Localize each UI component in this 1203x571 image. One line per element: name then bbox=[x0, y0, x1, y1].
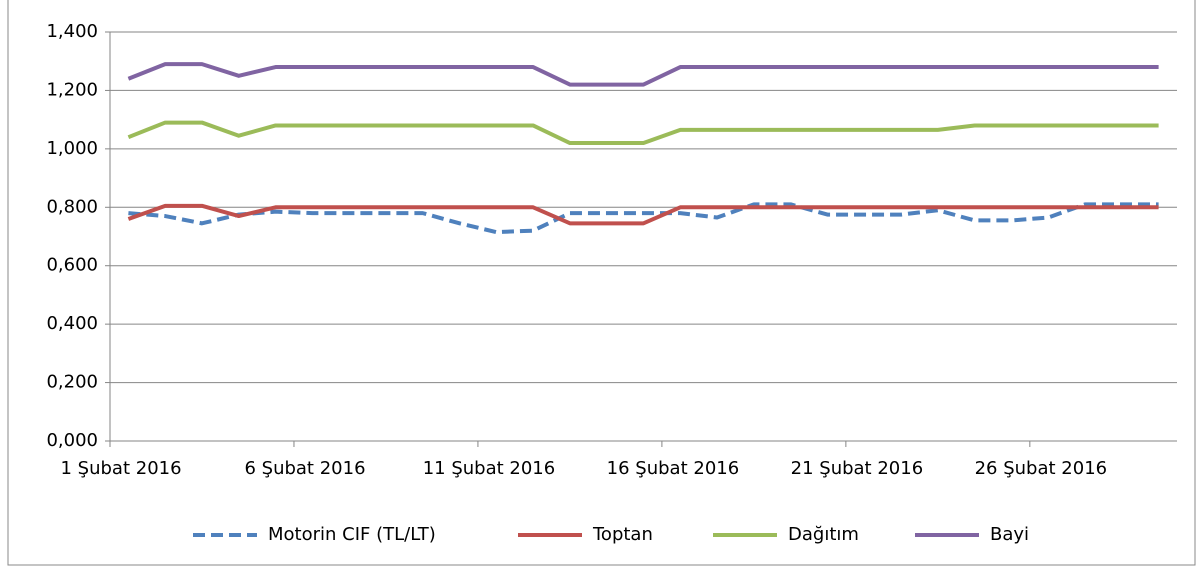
y-tick-label: 0,800 bbox=[46, 196, 98, 217]
x-tick-label: 26 Şubat 2016 bbox=[975, 458, 1108, 479]
series-line bbox=[127, 120, 1159, 146]
chart-border bbox=[7, 0, 1196, 566]
series-line bbox=[128, 202, 1159, 235]
x-tick-label: 16 Şubat 2016 bbox=[607, 458, 740, 479]
y-tick-label: 0,000 bbox=[46, 430, 98, 451]
series-line bbox=[127, 62, 1159, 87]
y-tick-label: 1,400 bbox=[46, 21, 98, 42]
x-tick-label: 21 Şubat 2016 bbox=[791, 458, 924, 479]
x-tick-label: 11 Şubat 2016 bbox=[423, 458, 556, 479]
y-tick-label: 0,200 bbox=[46, 372, 98, 393]
y-tick-label: 1,200 bbox=[46, 79, 98, 100]
legend-label: Bayi bbox=[990, 524, 1029, 545]
legend-label: Toptan bbox=[592, 524, 653, 545]
legend-label: Motorin CIF (TL/LT) bbox=[268, 524, 436, 545]
y-tick-label: 0,600 bbox=[46, 255, 98, 276]
x-tick-label: 6 Şubat 2016 bbox=[244, 458, 365, 479]
series-line bbox=[127, 203, 1159, 226]
y-tick-label: 0,400 bbox=[46, 313, 98, 334]
y-tick-label: 1,000 bbox=[46, 138, 98, 159]
x-tick-label: 1 Şubat 2016 bbox=[61, 458, 182, 479]
legend-label: Dağıtım bbox=[788, 524, 859, 545]
